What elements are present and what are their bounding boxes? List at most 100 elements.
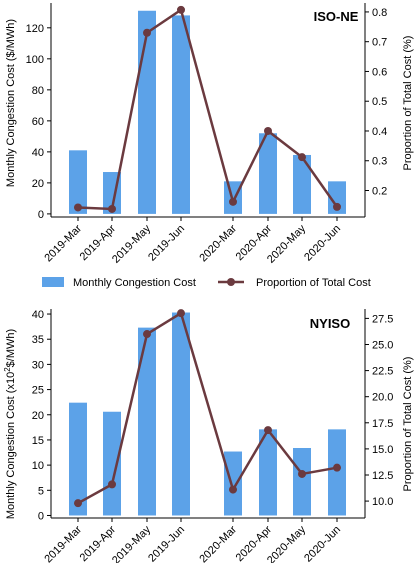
bar [172, 15, 190, 214]
line-point [229, 197, 237, 206]
legend-bar-label: Monthly Congestion Cost [73, 277, 196, 289]
line-point [143, 28, 151, 37]
bars [69, 312, 346, 516]
bars [69, 10, 346, 214]
bar [259, 133, 277, 214]
right-tick-label: 0.3 [372, 156, 387, 168]
right-tick-label: 0.2 [372, 186, 387, 198]
bar [172, 312, 190, 516]
bar [138, 10, 156, 214]
left-axis-title-exponent: 2 [3, 367, 12, 372]
right-axis: 0.2 0.3 0.4 0.5 0.6 0.7 0.8 [364, 3, 387, 217]
line-point [229, 485, 237, 494]
right-tick-label: 0.6 [372, 66, 387, 78]
right-tick-label: 0.8 [372, 7, 387, 19]
line-point [177, 309, 185, 318]
line-point [74, 499, 82, 508]
right-axis: 10.0 12.5 15.0 17.5 20.0 22.5 25.0 27.5 [364, 309, 393, 518]
right-tick-label: 27.5 [372, 313, 393, 325]
x-tick-label: 2020-Mar [197, 523, 239, 563]
panel-label: NYISO [310, 316, 350, 331]
bar [103, 411, 121, 516]
left-tick-label: 0 [38, 510, 44, 522]
left-tick-label: 25 [32, 385, 44, 397]
left-axis-title: Monthly Congestion Cost ($/MWh) [5, 19, 17, 187]
left-tick-label: 120 [26, 23, 44, 35]
right-tick-label: 22.5 [372, 366, 393, 378]
left-tick-label: 20 [32, 178, 44, 190]
bar [259, 429, 277, 516]
x-ticks [77, 518, 338, 522]
right-tick-label: 25.0 [372, 339, 393, 351]
left-tick-label: 0 [38, 209, 44, 221]
line-point [108, 204, 116, 213]
right-tick-label: 15.0 [372, 444, 393, 456]
left-tick-label: 100 [26, 54, 44, 66]
right-tick-label: 10.0 [372, 496, 393, 508]
left-axis-title-end: $/MWh) [5, 329, 17, 368]
line-point [108, 480, 116, 489]
line-points [74, 5, 341, 213]
panel-label: ISO-NE [314, 9, 359, 24]
left-tick-label: 10 [32, 460, 44, 472]
left-tick-label: 40 [32, 309, 44, 321]
x-tick-label: 2020-Jun [302, 524, 343, 563]
bar [328, 429, 346, 516]
x-tick-label: 2020-Jun [302, 223, 343, 264]
line-point [264, 126, 272, 135]
bar [69, 150, 87, 214]
line-point [298, 469, 306, 478]
line-point [298, 153, 306, 162]
x-tick-labels: 2019-Mar 2019-Apr 2019-May 2019-Jun 2020… [42, 523, 343, 563]
left-axis: 0 5 10 15 20 25 30 35 40 [32, 309, 52, 522]
left-tick-labels: 0 5 10 15 20 25 30 35 40 [32, 309, 44, 522]
left-tick-label: 80 [32, 85, 44, 97]
x-axis: 2019-Mar 2019-Apr 2019-May 2019-Jun 2020… [42, 216, 365, 266]
proportion-line [77, 311, 338, 505]
left-ticks [47, 27, 51, 215]
left-ticks [47, 313, 51, 516]
panel-iso-ne: Monthly Congestion Cost ($/MWh) Proporti… [5, 3, 414, 266]
x-ticks [77, 217, 338, 221]
left-tick-label: 60 [32, 116, 44, 128]
right-tick-label: 20.0 [372, 392, 393, 404]
right-ticks [365, 11, 369, 192]
right-tick-label: 12.5 [372, 470, 393, 482]
right-axis-title: Proportion of Total Cost (%) [402, 357, 414, 492]
legend: Monthly Congestion Cost Proportion of To… [42, 277, 371, 289]
left-tick-label: 15 [32, 435, 44, 447]
right-axis-title: Proportion of Total Cost (%) [402, 36, 414, 171]
left-tick-label: 5 [38, 485, 44, 497]
legend-line-label: Proportion of Total Cost [256, 277, 371, 289]
line-point [333, 202, 341, 211]
right-tick-labels: 10.0 12.5 15.0 17.5 20.0 22.5 25.0 27.5 [372, 313, 393, 508]
right-ticks [365, 317, 369, 502]
line-point [143, 330, 151, 339]
line-point [333, 463, 341, 472]
x-tick-labels: 2019-Mar 2019-Apr 2019-May 2019-Jun 2020… [42, 222, 343, 265]
bar [293, 154, 311, 214]
line-point [264, 426, 272, 435]
proportion-line [77, 7, 339, 211]
bar [224, 451, 242, 516]
x-tick-label: 2019-Jun [146, 524, 187, 563]
left-axis: 0 20 40 60 80 100 120 [26, 3, 52, 221]
right-tick-labels: 0.2 0.3 0.4 0.5 0.6 0.7 0.8 [372, 7, 387, 198]
right-tick-label: 0.4 [372, 126, 387, 138]
left-tick-label: 40 [32, 147, 44, 159]
legend-line-marker [227, 278, 235, 286]
legend-bar-swatch [42, 277, 64, 287]
left-axis-title-start: Monthly Congestion Cost (x10 [5, 372, 17, 519]
left-tick-label: 30 [32, 359, 44, 371]
right-tick-label: 17.5 [372, 418, 393, 430]
panel-nyiso: Monthly Congestion Cost (x102$/MWh) Prop… [3, 309, 414, 563]
left-tick-labels: 0 20 40 60 80 100 120 [26, 23, 44, 221]
x-tick-label: 2019-May [110, 222, 153, 265]
x-tick-label: 2019-Mar [42, 222, 84, 264]
line-point [177, 5, 185, 14]
right-tick-label: 0.7 [372, 37, 387, 49]
x-tick-label: 2019-Jun [146, 223, 187, 264]
bar [69, 402, 87, 516]
x-axis: 2019-Mar 2019-Apr 2019-May 2019-Jun 2020… [42, 517, 365, 563]
